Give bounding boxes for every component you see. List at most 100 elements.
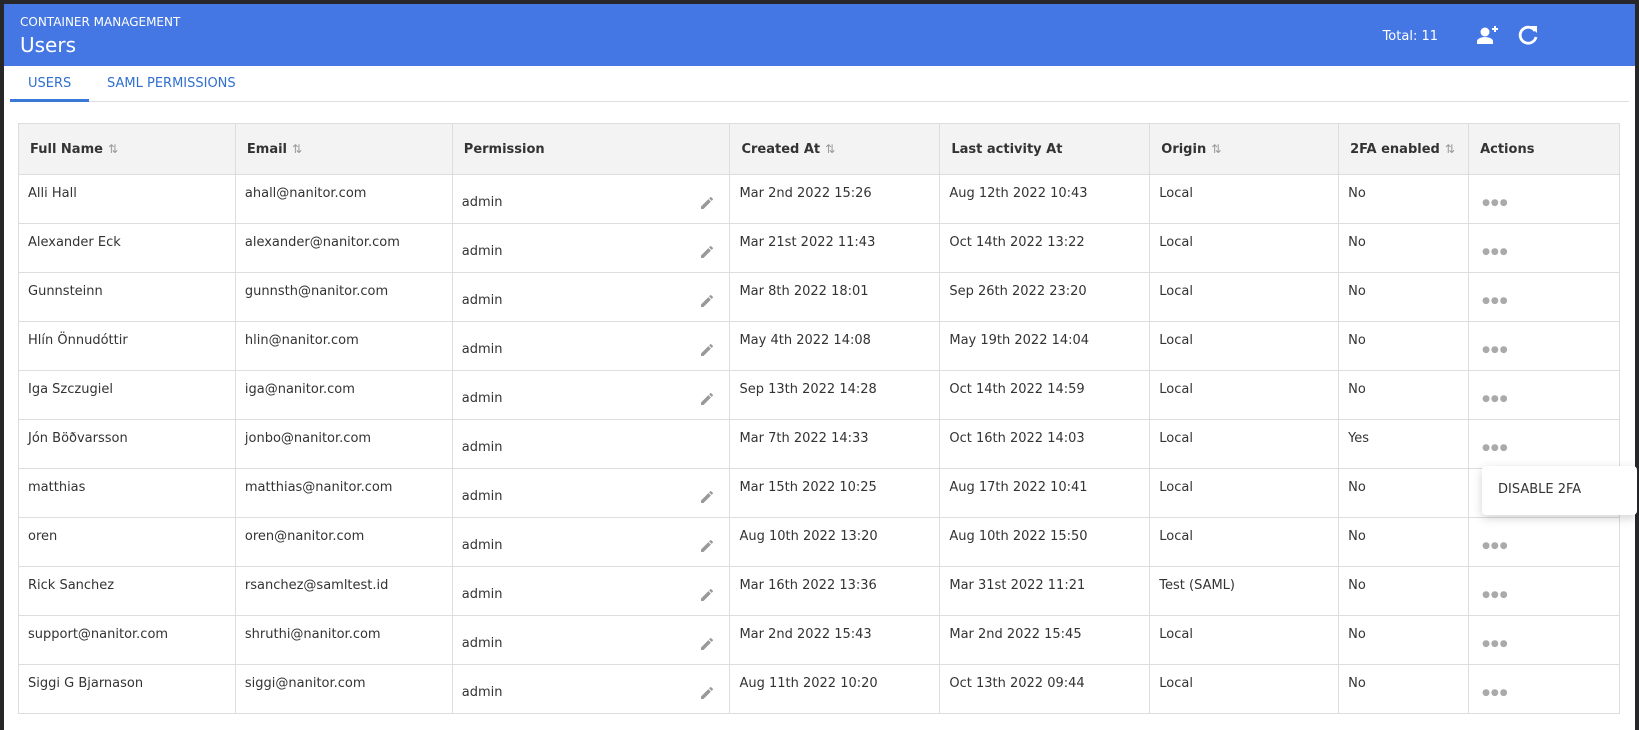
table-row: Rick Sanchez rsanchez@samltest.id admin Mar… [18,566,1620,616]
more-actions-icon[interactable]: ●●● [1482,394,1509,404]
origin: Local [1159,627,1193,642]
edit-permission-icon[interactable] [699,293,715,309]
table-row: Hlín Önnudóttir hlin@nanitor.com admin May … [18,321,1620,371]
2fa-enabled: No [1348,333,1366,348]
email: gunnsth@nanitor.com [244,284,389,299]
created-at: Aug 11th 2022 10:20 [739,676,878,691]
add-user-button[interactable] [1475,22,1501,48]
cell-email: ahall@nanitor.com [234,174,453,224]
more-actions-icon[interactable]: ●●● [1482,345,1509,355]
more-actions-icon[interactable]: ●●● [1482,296,1509,306]
refresh-button[interactable] [1515,22,1541,48]
column-header-email[interactable]: Email ⇅ [234,123,453,175]
origin: Local [1159,333,1193,348]
cell-2fa: No [1338,174,1470,224]
tab-saml-permissions[interactable]: SAML PERMISSIONS [107,76,236,91]
2fa-enabled: Yes [1348,431,1370,446]
cell-last-activity: Oct 16th 2022 14:03 [939,419,1151,469]
cell-email: gunnsth@nanitor.com [234,272,453,322]
edit-permission-icon[interactable] [699,685,715,701]
sort-icon[interactable]: ⇅ [107,141,119,156]
edit-permission-icon[interactable] [699,489,715,505]
cell-2fa: No [1338,321,1470,371]
cell-origin: Local [1149,272,1340,322]
created-at: Mar 2nd 2022 15:26 [739,186,872,201]
cell-origin: Local [1149,174,1340,224]
menu-item-disable-2fa[interactable]: DISABLE 2FA [1498,482,1582,497]
section-label: CONTAINER MANAGEMENT [20,15,181,29]
cell-created-at: Mar 7th 2022 14:33 [729,419,941,469]
2fa-enabled: No [1348,676,1366,691]
more-actions-icon[interactable]: ●●● [1482,590,1509,600]
cell-full-name: Jón Böðvarsson [18,419,236,469]
column-header-full-name[interactable]: Full Name ⇅ [18,123,236,175]
more-actions-icon[interactable]: ●●● [1482,198,1509,208]
more-actions-icon[interactable]: ●●● [1482,247,1509,257]
more-actions-icon[interactable]: ●●● [1482,443,1509,453]
last-activity-at: Oct 14th 2022 14:59 [949,382,1085,397]
column-header-last-activity-at: Last activity At [939,123,1151,175]
sort-icon[interactable]: ⇅ [1211,141,1222,156]
column-label: Full Name [30,141,103,157]
email: iga@nanitor.com [244,382,355,397]
sort-icon[interactable]: ⇅ [825,141,836,156]
sort-icon[interactable]: ⇅ [292,141,303,156]
cell-full-name: Iga Szczugiel [18,370,236,420]
edit-permission-icon[interactable] [699,244,715,260]
cell-permission: admin [451,321,731,371]
2fa-enabled: No [1348,186,1366,201]
cell-email: hlin@nanitor.com [234,321,453,371]
cell-origin: Local [1149,370,1340,420]
full-name: Hlín Önnudóttir [28,333,128,348]
full-name: Jón Böðvarsson [28,431,128,446]
table-row: Alli Hall ahall@nanitor.com admin Mar 2nd 2… [18,174,1620,224]
edit-permission-icon[interactable] [699,538,715,554]
cell-actions: ●●● [1468,321,1620,371]
cell-created-at: Aug 11th 2022 10:20 [729,664,941,714]
edit-permission-icon[interactable] [699,587,715,603]
last-activity-at: Sep 26th 2022 23:20 [949,284,1087,299]
last-activity-at: Oct 14th 2022 13:22 [949,235,1085,250]
table-row: Alexander Eck alexander@nanitor.com admin M… [18,223,1620,273]
edit-permission-icon[interactable] [699,391,715,407]
more-actions-icon[interactable]: ●●● [1482,639,1509,649]
edit-permission-icon[interactable] [699,342,715,358]
column-header-origin[interactable]: Origin ⇅ [1149,123,1340,175]
table-row: Jón Böðvarsson jonbo@nanitor.com admin Mar … [18,419,1620,469]
cell-created-at: Sep 13th 2022 14:28 [729,370,941,420]
cell-created-at: May 4th 2022 14:08 [729,321,941,371]
more-actions-icon[interactable]: ●●● [1482,688,1509,698]
edit-permission-icon[interactable] [699,636,715,652]
column-label: Origin [1161,141,1207,157]
email: shruthi@nanitor.com [244,627,381,642]
cell-actions: ●●● [1468,419,1620,469]
full-name: Rick Sanchez [28,578,115,593]
full-name: oren [28,529,58,544]
more-actions-icon[interactable]: ●●● [1482,541,1509,551]
tab-bar: USERS SAML PERMISSIONS [10,66,1629,102]
cell-email: rsanchez@samltest.id [234,566,453,616]
cell-origin: Local [1149,664,1340,714]
tab-users[interactable]: USERS [10,76,90,102]
cell-2fa: No [1338,370,1470,420]
email: jonbo@nanitor.com [244,431,372,446]
permission: admin [461,391,503,406]
email: hlin@nanitor.com [244,333,359,348]
page-title: Users [20,33,77,57]
cell-last-activity: Oct 13th 2022 09:44 [939,664,1151,714]
cell-origin: Local [1149,468,1340,518]
cell-actions: ●●● [1468,517,1620,567]
cell-last-activity: Oct 14th 2022 13:22 [939,223,1151,273]
cell-2fa: No [1338,566,1470,616]
created-at: Mar 15th 2022 10:25 [739,480,877,495]
column-header-2fa-enabled[interactable]: 2FA enabled ⇅ [1338,123,1470,175]
email: alexander@nanitor.com [244,235,400,250]
origin: Local [1159,529,1193,544]
column-header-created-at[interactable]: Created At ⇅ [729,123,941,175]
sort-icon[interactable]: ⇅ [1444,141,1455,156]
cell-origin: Local [1149,419,1340,469]
edit-permission-icon[interactable] [699,195,715,211]
column-label: Created At [741,141,821,157]
2fa-enabled: No [1348,627,1366,642]
2fa-enabled: No [1348,284,1366,299]
